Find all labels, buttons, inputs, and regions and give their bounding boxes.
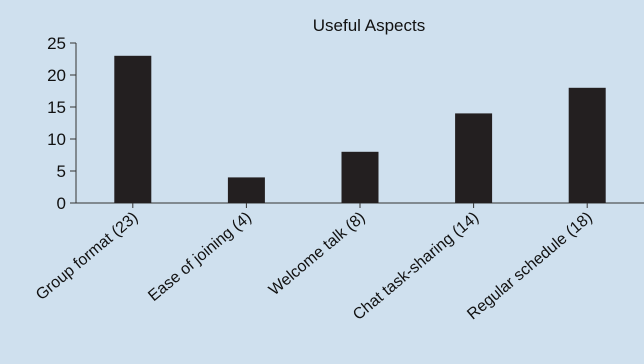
bar: [114, 55, 152, 203]
chart-title: Useful Aspects: [313, 16, 425, 35]
bar: [227, 177, 265, 203]
bar: [455, 113, 493, 203]
y-tick-label: 15: [47, 98, 66, 117]
bar: [341, 151, 379, 203]
x-axis: Group format (23) Ease of joining (4) Welc…: [33, 202, 644, 324]
x-category-label: Regular schedule (18): [464, 209, 596, 323]
y-tick-label: 0: [57, 194, 66, 213]
y-axis: 0 5 10 15 20 25: [47, 34, 77, 213]
bar: [568, 87, 606, 203]
bar-series: [114, 55, 606, 203]
x-category-label: Ease of joining (4): [145, 209, 255, 305]
y-tick-label: 20: [47, 66, 66, 85]
y-tick-label: 25: [47, 34, 66, 53]
x-category-label: Chat task-sharing (14): [350, 209, 482, 324]
y-tick-label: 5: [57, 162, 66, 181]
x-category-label: Group format (23): [33, 209, 141, 304]
y-tick-label: 10: [47, 130, 66, 149]
x-category-label: Welcome talk (8): [266, 209, 369, 299]
